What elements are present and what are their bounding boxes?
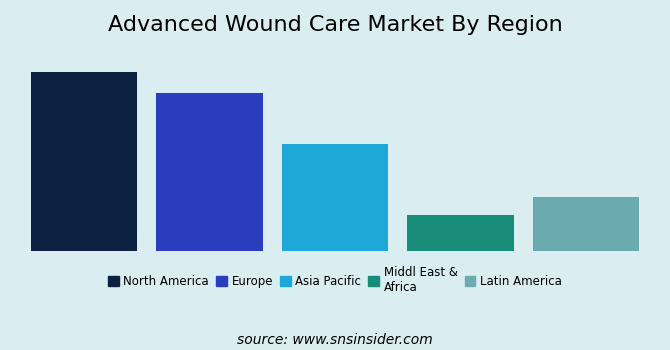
Legend: North America, Europe, Asia Pacific, Middl East &
Africa, Latin America: North America, Europe, Asia Pacific, Mid… [103, 261, 567, 299]
Bar [533, 197, 639, 251]
Bar [281, 144, 389, 251]
Bar [156, 93, 263, 251]
Title: Advanced Wound Care Market By Region: Advanced Wound Care Market By Region [108, 15, 562, 35]
Bar [31, 72, 137, 251]
Bar [407, 215, 514, 251]
Text: source: www.snsinsider.com: source: www.snsinsider.com [237, 332, 433, 346]
